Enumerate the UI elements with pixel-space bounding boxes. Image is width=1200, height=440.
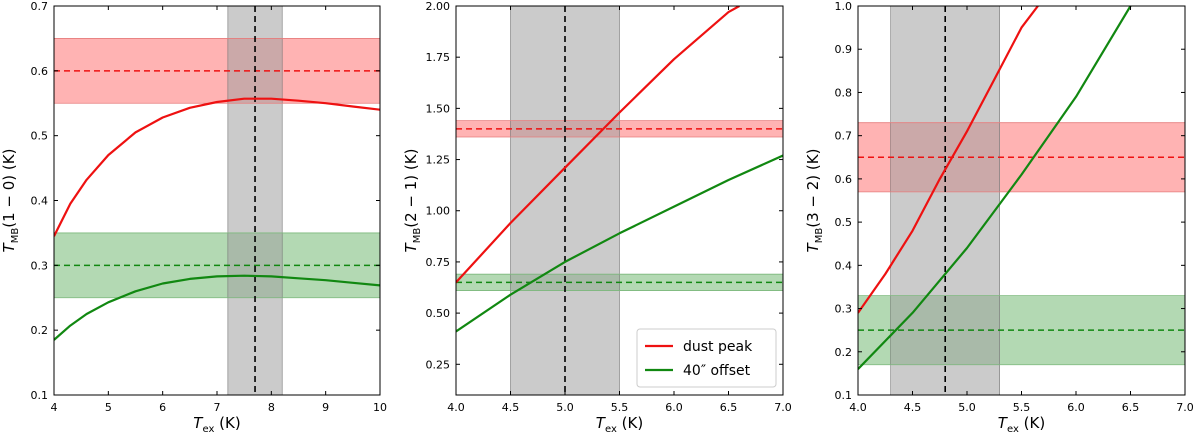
x-tick-label: 4.5 xyxy=(502,401,520,414)
series-offset-line xyxy=(456,154,783,333)
series-dust-peak-line xyxy=(456,6,740,284)
x-tick-label: 5.0 xyxy=(958,401,976,414)
y-tick-label: 0.1 xyxy=(835,389,853,402)
y-axis-label: TMB(2 − 1) (K) xyxy=(402,149,423,253)
x-tick-label: 6.0 xyxy=(665,401,683,414)
legend: dust peak 40″ offset xyxy=(636,328,777,388)
y-tick-label: 0.8 xyxy=(835,86,853,99)
legend-box xyxy=(636,328,777,388)
y-tick-label: 0.3 xyxy=(835,303,853,316)
x-tick-label: 4.0 xyxy=(849,401,867,414)
y-tick-label: 1.0 xyxy=(835,0,853,13)
y-tick-label: 0.5 xyxy=(31,130,49,143)
legend-label-offset: 40″ offset xyxy=(683,363,751,379)
y-tick-label: 0.25 xyxy=(426,358,451,371)
y-axis-label: TMB(1 − 0) (K) xyxy=(0,149,21,253)
x-tick-label: 6.0 xyxy=(1067,401,1085,414)
y-tick-label: 0.3 xyxy=(31,259,49,272)
x-tick-label: 7.0 xyxy=(774,401,792,414)
y-tick-label: 0.7 xyxy=(835,130,853,143)
x-tick-label: 4 xyxy=(51,401,58,414)
y-tick-label: 0.75 xyxy=(426,256,451,269)
x-tick-label: 6 xyxy=(159,401,166,414)
panel-b: 4.0 4.5 5.0 5.5 6.0 6.5 7.0 0.25 0.50 0.75 1.00 1.2… xyxy=(402,0,792,435)
x-tick-label: 5.5 xyxy=(611,401,629,414)
x-tick-label: 5.0 xyxy=(556,401,574,414)
y-tick-label: 0.2 xyxy=(31,324,49,337)
x-tick-label: 9 xyxy=(322,401,329,414)
x-tick-label: 5 xyxy=(105,401,112,414)
x-tick-label: 7.0 xyxy=(1176,401,1194,414)
y-tick-label: 0.2 xyxy=(835,346,853,359)
y-tick-label: 0.7 xyxy=(31,0,49,13)
x-tick-label: 6.5 xyxy=(720,401,738,414)
y-tick-label: 1.25 xyxy=(426,154,451,167)
y-tick-label: 2.00 xyxy=(426,0,451,13)
x-tick-label: 4.0 xyxy=(447,401,465,414)
y-tick-label: 0.4 xyxy=(835,259,853,272)
series-offset-line xyxy=(858,6,1132,370)
y-tick-label: 1.00 xyxy=(426,205,451,218)
y-tick-label: 1.50 xyxy=(426,102,451,115)
y-tick-label: 1.75 xyxy=(426,51,451,64)
panel-a: 4 5 6 7 8 9 10 0.1 0.2 0.3 0.4 0.5 0.6 0.7 Tex (K) TMB(… xyxy=(0,0,387,435)
y-tick-label: 0.50 xyxy=(426,307,451,320)
series-dust-peak-line xyxy=(54,97,380,237)
legend-label-dust-peak: dust peak xyxy=(683,339,753,355)
y-axis-label: TMB(3 − 2) (K) xyxy=(804,149,825,253)
plot-area xyxy=(858,6,1185,395)
x-axis-label: Tex (K) xyxy=(998,414,1045,435)
plot-area xyxy=(54,6,380,395)
panel-c: 4.0 4.5 5.0 5.5 6.0 6.5 7.0 0.1 0.2 0.3 0.4 0.5 0.6 0… xyxy=(804,0,1194,435)
x-tick-label: 10 xyxy=(373,401,387,414)
y-tick-label: 0.5 xyxy=(835,216,853,229)
x-tick-label: 5.5 xyxy=(1013,401,1031,414)
series-offset-line xyxy=(54,274,380,341)
y-tick-label: 0.9 xyxy=(835,43,853,56)
plot-area xyxy=(456,6,783,395)
y-tick-label: 0.1 xyxy=(31,389,49,402)
x-tick-label: 8 xyxy=(268,401,275,414)
y-tick-label: 0.6 xyxy=(31,65,49,78)
x-axis-label: Tex (K) xyxy=(193,414,240,435)
y-tick-label: 0.4 xyxy=(31,195,49,208)
x-tick-label: 6.5 xyxy=(1122,401,1140,414)
series-dust-peak-line xyxy=(858,6,1039,314)
x-tick-label: 4.5 xyxy=(904,401,922,414)
x-axis-label: Tex (K) xyxy=(596,414,643,435)
y-tick-label: 0.6 xyxy=(835,173,853,186)
x-tick-label: 7 xyxy=(214,401,221,414)
